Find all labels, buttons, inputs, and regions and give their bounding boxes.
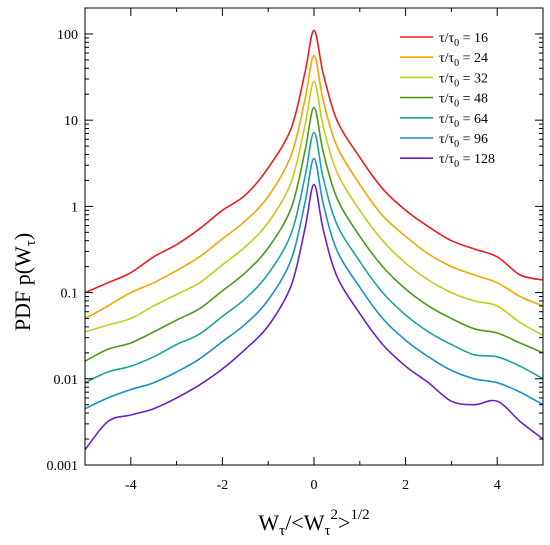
series-line-96 <box>84 157 544 410</box>
y-axis-title-sub: τ <box>23 240 39 246</box>
legend-prefix: τ/τ <box>439 31 455 46</box>
legend-label-32: τ/τ0 = 32 <box>439 71 488 89</box>
series-line-64 <box>84 131 544 384</box>
legend-sub: 0 <box>454 119 459 130</box>
x-tick-label: -2 <box>217 478 229 493</box>
series-line-16 <box>84 29 544 294</box>
x-axis-title: Wτ/<Wτ2>1/2 <box>258 507 369 539</box>
y-tick-label: 100 <box>57 28 78 43</box>
legend-sub: 0 <box>454 58 459 69</box>
series-line-24 <box>84 54 544 320</box>
y-tick-label: 1 <box>71 200 78 215</box>
x-tick-label: -4 <box>125 478 137 493</box>
plot-lines <box>84 29 544 451</box>
legend-sub: 0 <box>454 78 459 89</box>
series-line-32 <box>84 80 544 336</box>
axis-tick-labels: -4 -2 0 2 4 0.001 0.01 0.1 1 10 100 <box>47 28 501 493</box>
legend-prefix: τ/τ <box>439 71 455 86</box>
series-line-128 <box>84 183 544 451</box>
x-axis-title-sup: 2 <box>331 507 339 523</box>
series-line-48 <box>84 106 544 362</box>
x-axis-title-exp: 1/2 <box>350 507 369 523</box>
legend-label-128: τ/τ0 = 128 <box>439 152 495 170</box>
legend-sub: 0 <box>454 139 459 150</box>
legend-value: = 48 <box>459 92 488 107</box>
x-axis-title-sub2: τ <box>324 523 330 539</box>
x-tick-label: 0 <box>311 478 318 493</box>
x-tick-label: 2 <box>402 478 409 493</box>
y-tick-label: 0.01 <box>54 373 79 388</box>
x-axis-title-sub: τ <box>279 523 285 539</box>
x-axis-title-rest: /<W <box>285 510 325 535</box>
legend-prefix: τ/τ <box>439 132 455 147</box>
legend-prefix: τ/τ <box>439 51 455 66</box>
x-axis-title-main: W <box>258 510 279 535</box>
legend-value: = 128 <box>459 152 495 167</box>
legend-value: = 16 <box>459 31 488 46</box>
legend-prefix: τ/τ <box>439 152 455 167</box>
legend-label-64: τ/τ0 = 64 <box>439 112 488 130</box>
legend-sub: 0 <box>454 38 459 49</box>
legend-label-96: τ/τ0 = 96 <box>439 132 488 150</box>
y-axis-title-main: PDF p(W <box>10 246 35 331</box>
legend-label-16: τ/τ0 = 16 <box>439 31 488 49</box>
x-axis-title-close: > <box>338 510 350 535</box>
y-tick-label: 10 <box>64 114 78 129</box>
legend-prefix: τ/τ <box>439 112 455 127</box>
legend-value: = 24 <box>459 51 488 66</box>
x-tick-label: 4 <box>494 478 501 493</box>
legend: τ/τ0 = 16τ/τ0 = 24τ/τ0 = 32τ/τ0 = 48τ/τ0… <box>400 31 495 170</box>
y-axis-title: PDF p(Wτ) <box>10 233 39 331</box>
y-axis-title-close: ) <box>10 233 35 240</box>
legend-label-24: τ/τ0 = 24 <box>439 51 488 69</box>
legend-label-48: τ/τ0 = 48 <box>439 92 488 110</box>
legend-sub: 0 <box>454 159 459 170</box>
legend-sub: 0 <box>454 99 459 110</box>
legend-value: = 64 <box>459 112 488 127</box>
axis-ticks <box>84 7 544 466</box>
y-tick-label: 0.001 <box>47 459 79 474</box>
y-tick-label: 0.1 <box>61 287 79 302</box>
legend-value: = 96 <box>459 132 488 147</box>
legend-prefix: τ/τ <box>439 92 455 107</box>
legend-value: = 32 <box>459 71 488 86</box>
